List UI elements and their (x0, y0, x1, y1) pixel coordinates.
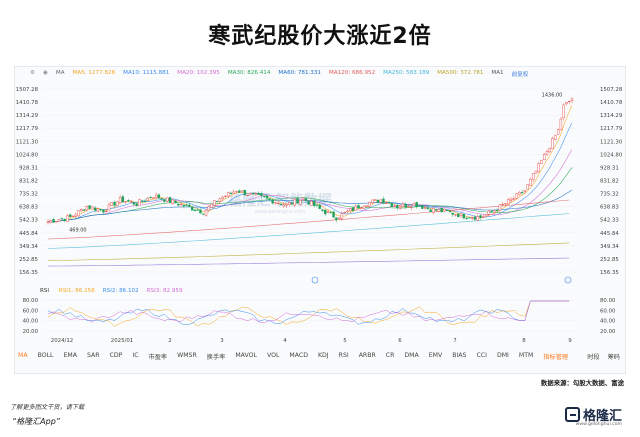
ma-legend-item: MA10: 1115.881 (123, 70, 170, 76)
indicator-tab[interactable]: IC (132, 352, 139, 359)
rsi-legend-item: RSI2: 86.102 (102, 288, 139, 294)
indicator-tab[interactable]: EMA (63, 352, 77, 359)
indicator-tab[interactable]: SAR (86, 352, 100, 359)
ma-legend-item: MA1 (491, 70, 504, 76)
rsi-type-label[interactable]: RSI (40, 288, 50, 294)
indicator-tab[interactable]: CR (385, 352, 395, 359)
ma-legend-item: MA60: 781.331 (278, 70, 321, 76)
rsi-legend-item: RSI1: 86.256 (58, 288, 95, 294)
brand-logo: 格隆汇 (564, 405, 622, 424)
visibility-icon[interactable]: ◉ (43, 70, 48, 76)
logo-icon (564, 407, 580, 422)
ma-legend-item: MA250: 583.189 (383, 70, 430, 76)
indicator-tab[interactable]: EMV (428, 352, 443, 359)
indicator-tab[interactable]: MA (18, 352, 28, 359)
indicator-tab[interactable]: MTM (518, 352, 534, 359)
ma-legend-item: MA120: 686.952 (329, 70, 376, 76)
indicator-right-tab[interactable]: 筹码 (607, 354, 620, 361)
indicator-tab[interactable]: BIAS (452, 352, 467, 359)
indicator-tab[interactable]: MACD (289, 352, 308, 359)
logo-text: 格隆汇 (582, 409, 622, 424)
indicator-tab[interactable]: DMA (404, 352, 419, 359)
settings-icon[interactable]: ⚙ (30, 70, 36, 76)
ma-legend-item: MA500: 372.781 (437, 70, 484, 76)
indicator-tab[interactable]: 换手率 (206, 354, 226, 361)
indicator-tab[interactable]: DMI (496, 352, 509, 359)
ma-legend-item: 前复权 (511, 72, 529, 78)
indicator-tabs: MA BOLL EMA SAR CDP IC 市盈率 WMSR 换手率 MAVOL VOL MACD K… (18, 352, 618, 364)
footer-note: 了解更多图文干货，请下载 (10, 404, 85, 411)
indicator-tab[interactable]: RSI (338, 352, 349, 359)
ma-legend-bar: ⚙ ◉ MA MA5: 1277.826 MA10: 1115.881 MA20: … (30, 70, 536, 83)
indicator-tab[interactable]: MAVOL (235, 352, 257, 359)
indicator-right-controls: 时段 筹码 (579, 352, 620, 361)
rsi-legend-item: RSI3: 82.959 (146, 288, 183, 294)
data-source: 数据来源：勾股大数据、富途 (540, 379, 624, 387)
rsi-legend-bar: RSI RSI1: 86.256 RSI2: 86.102 RSI3: 82.959 (40, 288, 191, 294)
ma-legend-item: MA30: 826.414 (227, 70, 271, 76)
ma-legend-item: MA20: 102.395 (177, 70, 220, 76)
ma-legend-item: MA5: 1277.826 (72, 70, 116, 76)
page-title: 寒武纪股价大涨近2倍 (208, 24, 432, 49)
ma-type-label[interactable]: MA (55, 70, 65, 76)
indicator-tab[interactable]: KDJ (317, 352, 329, 359)
indicator-tab[interactable]: CCI (476, 352, 487, 359)
indicator-tab[interactable]: VOL (266, 352, 280, 359)
indicator-tab[interactable]: 指标管理 (543, 354, 569, 361)
indicator-tab[interactable]: ARBR (358, 352, 376, 359)
indicator-tab[interactable]: 市盈率 (148, 354, 168, 361)
indicator-tab[interactable]: BOLL (37, 352, 54, 359)
footer-app-name: “格隆汇App” (12, 417, 60, 426)
indicator-tab[interactable]: WMSR (177, 352, 197, 359)
indicator-right-tab[interactable]: 时段 (587, 354, 600, 361)
indicator-tab[interactable]: CDP (109, 352, 123, 359)
chart-panel (14, 66, 626, 374)
logo-url: www.gelonghui.com (575, 422, 622, 427)
